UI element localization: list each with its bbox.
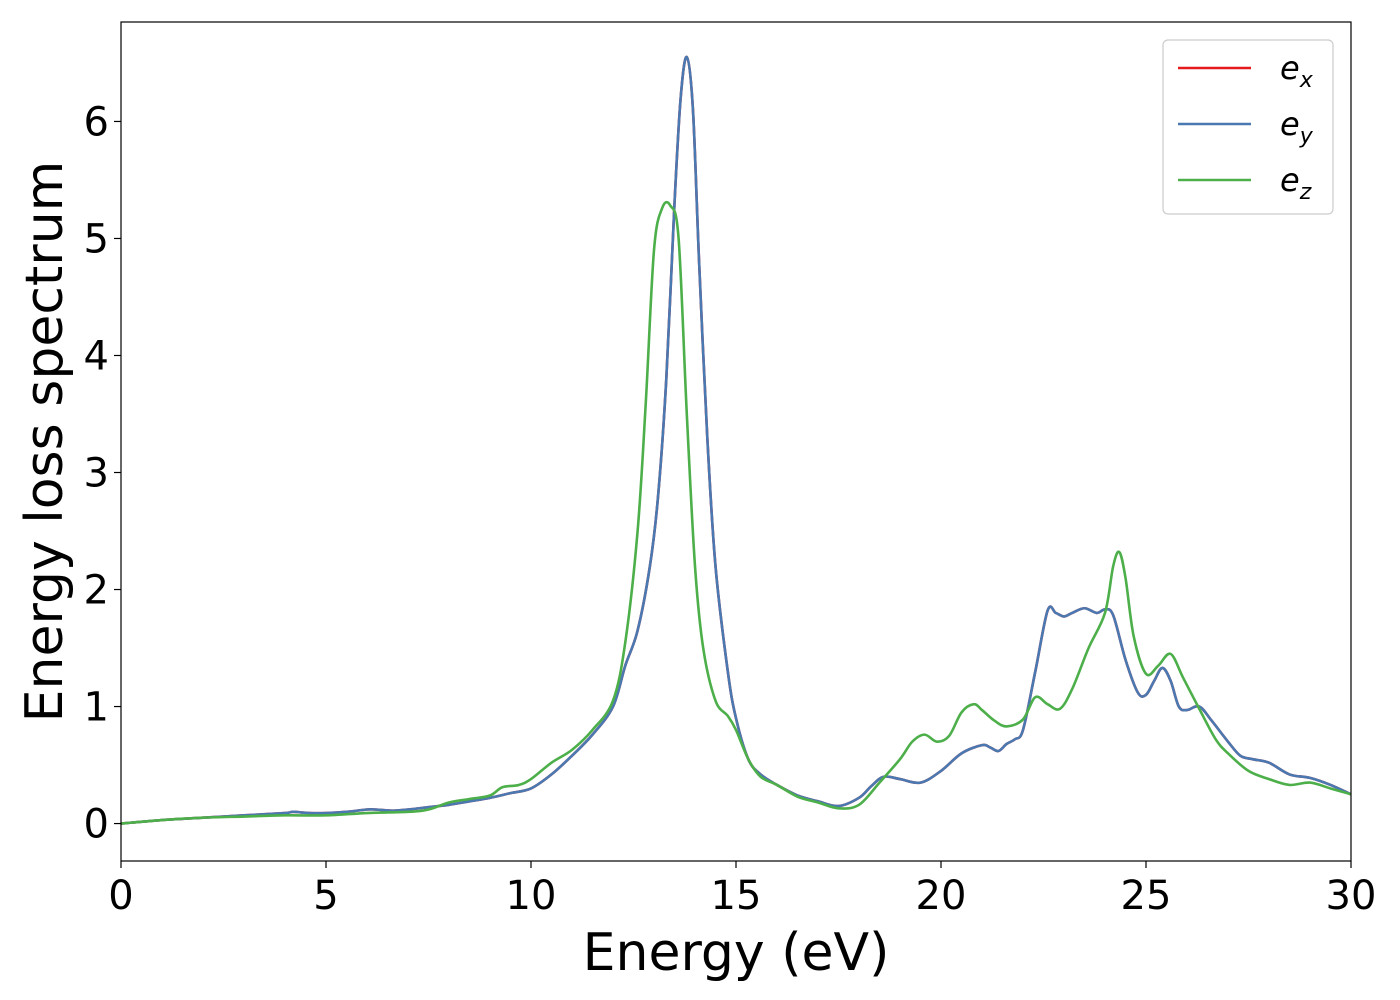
x-tick-label: 25 [1121, 873, 1172, 919]
legend-label-ez: ez [1280, 161, 1312, 205]
legend-label-ex: ex [1280, 49, 1314, 93]
y-tick-label: 2 [84, 568, 109, 614]
axes: 0 5 10 15 20 25 30 0 1 2 3 4 5 6 Energy (eV) Energy los… [15, 21, 1377, 983]
x-tick-label: 15 [711, 873, 762, 919]
x-tick-label: 0 [108, 873, 133, 919]
x-tick-label: 30 [1326, 873, 1377, 919]
x-tick-label: 20 [916, 873, 967, 919]
y-tick-label: 5 [84, 216, 109, 262]
legend-label-ey: ey [1280, 105, 1314, 149]
legend: ex ey ez [1162, 39, 1334, 215]
y-axis-title: Energy loss spectrum [15, 161, 75, 723]
x-tick-label: 5 [313, 873, 338, 919]
y-tick-label: 0 [84, 802, 109, 848]
x-axis-title: Energy (eV) [583, 923, 890, 983]
y-tick-label: 1 [84, 685, 109, 731]
y-tick-label: 3 [84, 451, 109, 497]
x-tick-label: 10 [506, 873, 557, 919]
plot-area [121, 55, 1351, 825]
series-line-ez [121, 200, 1351, 825]
y-tick-label: 4 [84, 333, 109, 379]
y-tick-label: 6 [84, 99, 109, 145]
legend-box [1162, 39, 1334, 215]
